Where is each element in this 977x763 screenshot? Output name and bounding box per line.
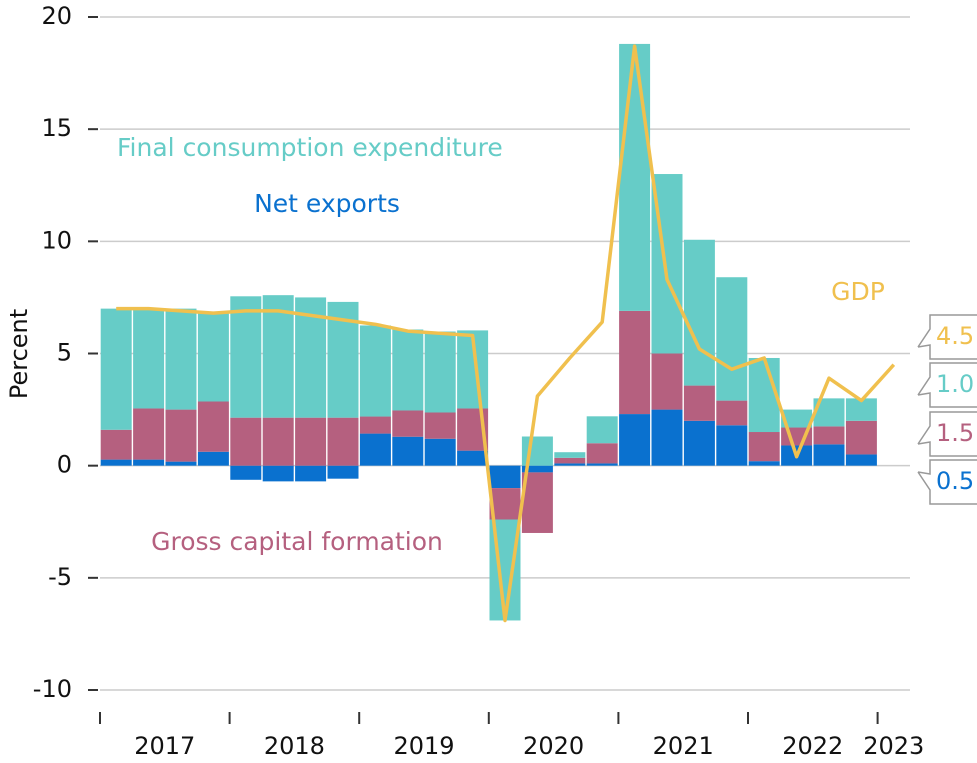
bar-segment xyxy=(489,465,521,489)
bar-segment xyxy=(133,408,165,460)
bar-segment xyxy=(392,410,424,437)
bar-segment xyxy=(554,463,586,466)
bar-segment xyxy=(359,433,391,466)
bar-segment xyxy=(230,296,262,418)
gdp-line xyxy=(116,44,896,623)
x-tick-label: 2023 xyxy=(863,732,924,760)
value-flag xyxy=(917,459,977,505)
series-label: GDP xyxy=(831,277,885,306)
series-label: Net exports xyxy=(254,189,400,218)
bar-segment xyxy=(359,325,391,417)
y-tick-label: 15 xyxy=(41,114,72,142)
bar-segment xyxy=(197,401,229,452)
bar-segment xyxy=(424,331,456,413)
bar-segment xyxy=(683,385,715,421)
series-label: Gross capital formation xyxy=(151,527,443,556)
bar-segment xyxy=(295,465,327,482)
x-tick-label: 2018 xyxy=(264,732,325,760)
bar-segment xyxy=(197,313,229,402)
bar-segment xyxy=(716,425,748,466)
value-flag-label: 1.5 xyxy=(936,419,974,447)
bar-segment xyxy=(133,459,165,466)
value-flag-label: 4.5 xyxy=(936,322,974,350)
bar-segment xyxy=(845,398,877,421)
bar-segment xyxy=(359,416,391,434)
x-tick-label: 2017 xyxy=(134,732,195,760)
bar-segment xyxy=(327,417,359,466)
bar-segment xyxy=(813,444,845,466)
bar-segment xyxy=(586,463,618,466)
bar-segment xyxy=(262,465,294,482)
bar-segment xyxy=(457,450,489,466)
bar-segment xyxy=(230,465,262,480)
y-tick-label: -10 xyxy=(33,675,72,703)
bar-segment xyxy=(392,329,424,411)
bar-segment xyxy=(554,457,586,464)
bar-segment xyxy=(424,438,456,466)
y-tick-label: 10 xyxy=(41,226,72,254)
y-tick-label: 0 xyxy=(57,451,72,479)
bar-segment xyxy=(748,432,780,462)
bar-segment xyxy=(262,417,294,466)
bar-segment xyxy=(748,461,780,466)
bar-segment xyxy=(716,277,748,401)
bar-segment xyxy=(845,420,877,455)
y-tick-label: 20 xyxy=(41,2,72,30)
bar-segment xyxy=(165,308,197,410)
bar-segment xyxy=(586,416,618,444)
bar-segment xyxy=(165,461,197,466)
bar-segment xyxy=(230,417,262,466)
bar-segment xyxy=(781,409,813,428)
series-label: Final consumption expenditure xyxy=(117,133,503,162)
bar-segment xyxy=(651,409,683,466)
bar-segment xyxy=(521,472,553,533)
value-flag xyxy=(917,362,977,408)
bar-segment xyxy=(619,414,651,466)
y-axis-label: Percent xyxy=(5,309,33,399)
bar-segment xyxy=(716,400,748,426)
bar-segment xyxy=(683,420,715,466)
bar-segment xyxy=(619,310,651,415)
bar-segment xyxy=(100,429,132,460)
value-flag xyxy=(917,314,977,360)
bar-segment xyxy=(424,412,456,439)
x-tick-label: 2021 xyxy=(653,732,714,760)
bar-segment xyxy=(845,454,877,466)
bar-segment xyxy=(521,465,553,473)
x-tick-label: 2019 xyxy=(393,732,454,760)
bar-segment xyxy=(100,459,132,466)
value-flag xyxy=(917,411,977,457)
y-tick-label: 5 xyxy=(57,339,72,367)
bar-segment xyxy=(327,465,359,479)
bar-segment xyxy=(165,409,197,462)
value-flag-label: 0.5 xyxy=(936,467,974,495)
bar-segment xyxy=(197,451,229,466)
x-tick-label: 2020 xyxy=(523,732,584,760)
y-tick-label: -5 xyxy=(48,563,72,591)
bar-segment xyxy=(813,426,845,445)
bar-segment xyxy=(100,308,132,430)
bar-segment xyxy=(392,436,424,466)
bar-segment xyxy=(651,353,683,410)
bar-segment xyxy=(133,308,165,409)
bar-segment xyxy=(295,417,327,466)
bar-segment xyxy=(586,443,618,464)
bar-segment xyxy=(619,43,651,311)
bar-segment xyxy=(683,239,715,386)
bar-segment xyxy=(554,452,586,458)
bar-segment xyxy=(262,295,294,418)
x-tick-label: 2022 xyxy=(782,732,843,760)
value-flag-label: 1.0 xyxy=(936,370,974,398)
